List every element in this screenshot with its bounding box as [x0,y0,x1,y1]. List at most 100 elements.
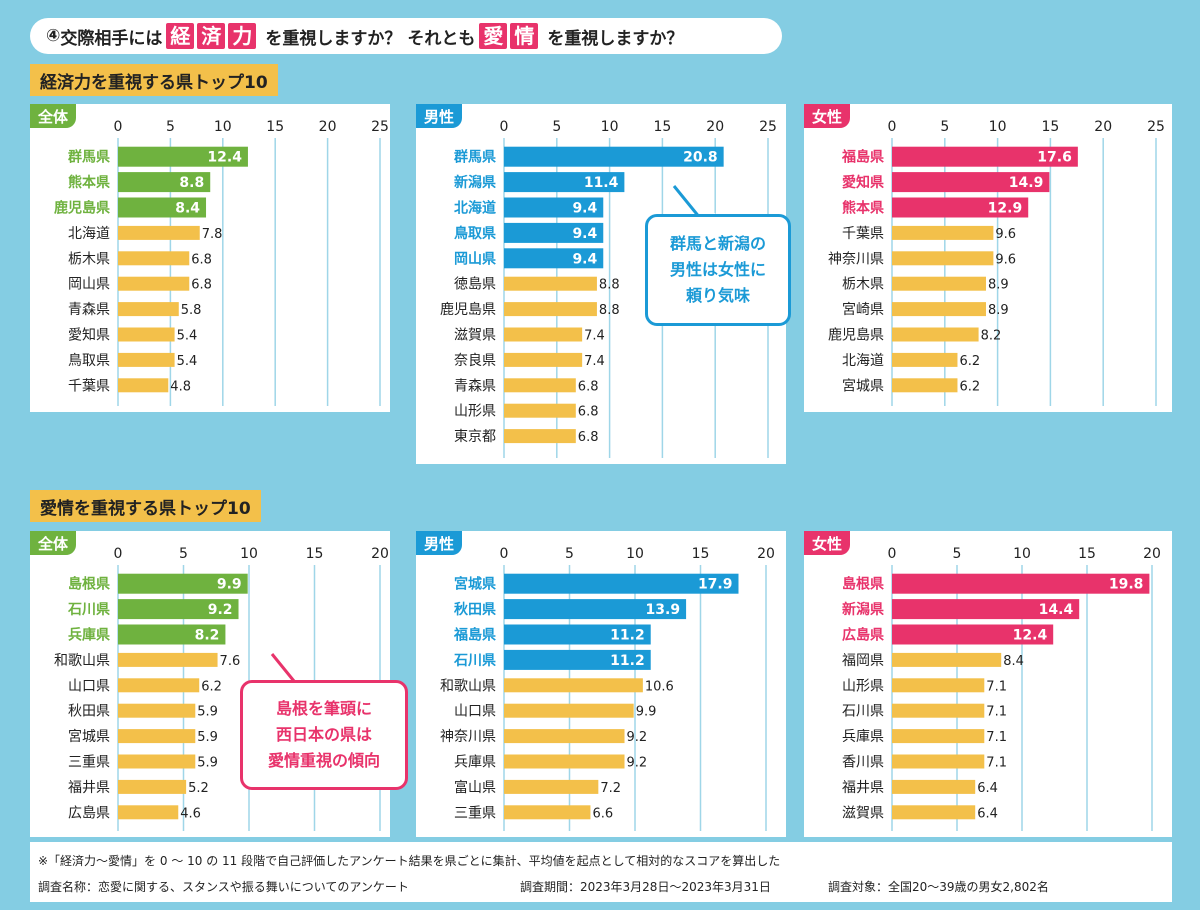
value-label: 9.4 [572,201,597,217]
survey-period: 調査期間：2023年3月28日〜2023年3月31日 [520,880,771,894]
tick-label: 20 [757,546,775,562]
value-label: 5.9 [197,730,218,745]
panel-tag: 男性 [416,531,463,555]
category-label: 鹿児島県 [828,327,884,344]
bar [504,146,724,167]
value-label: 5.2 [188,781,209,796]
value-label: 6.4 [977,806,998,821]
bar-chart-love-all: 0 5 10 15 20 島根県 9.9 石川県 9.2 兵庫県 8.2 和歌山県 7.6 山口県 6.2 秋… [54,546,389,831]
category-label: 山口県 [68,678,110,694]
panel-tag: 男性 [416,104,463,128]
category-label: 熊本県 [842,200,884,217]
value-label: 6.2 [959,354,980,369]
bar [504,678,643,693]
category-label: 鳥取県 [454,225,496,242]
value-label: 13.9 [646,602,681,618]
value-label: 4.8 [170,379,191,394]
bar [892,599,1080,620]
category-label: 広島県 [68,805,110,821]
category-label: 島根県 [842,576,884,593]
value-label: 9.9 [636,705,657,720]
tick-label: 20 [371,546,389,562]
tick-label: 10 [626,546,644,562]
question-text-1: 交際相手には [60,28,163,49]
tick-label: 20 [1094,119,1112,135]
bar [504,573,739,594]
note-all-love: 島根を筆頭に 西日本の県は 愛情重視の傾向 [240,680,408,790]
value-label: 9.6 [995,227,1016,242]
keyword-char: 愛 [479,23,508,49]
category-label: 山口県 [454,704,496,720]
category-label: 滋賀県 [842,805,884,821]
bar [504,276,597,291]
category-label: 鳥取県 [68,353,110,369]
category-label: 山形県 [842,678,884,694]
bar [118,225,200,240]
value-label: 8.9 [988,278,1009,293]
category-label: 福島県 [453,627,496,644]
bar [118,729,196,744]
tick-label: 10 [601,119,619,135]
value-label: 8.4 [175,201,200,217]
bar [892,779,976,794]
bar [118,779,187,794]
bar [892,251,994,266]
category-label: 石川県 [453,653,496,669]
value-label: 9.2 [627,730,648,745]
tick-label: 10 [1013,546,1031,562]
keyword-char: 情 [510,23,539,49]
tick-label: 5 [565,546,574,562]
category-label: 滋賀県 [454,328,496,344]
category-label: 千葉県 [842,226,884,242]
category-label: 和歌山県 [54,653,110,669]
value-label: 9.9 [217,577,242,593]
value-label: 6.4 [977,781,998,796]
value-label: 8.8 [599,278,620,293]
value-label: 7.4 [584,329,605,344]
bar [504,222,604,243]
value-label: 5.9 [197,756,218,771]
category-label: 山形県 [454,404,496,420]
category-label: 愛知県 [68,327,110,344]
value-label: 6.8 [578,430,599,445]
category-label: 群馬県 [67,149,110,166]
bar-chart-love-male: 0 5 10 15 20 宮城県 17.9 秋田県 13.9 福島県 11.2 石川県 11.2 和歌山県… [440,546,775,831]
value-label: 8.8 [599,303,620,318]
tick-label: 15 [306,546,324,562]
chart-panel-love-female: 0 5 10 15 20 島根県 19.8 新潟県 14.4 広島県 12.4 福岡県 8.4 山形県 7.… [804,531,1172,837]
category-label: 東京都 [454,429,496,445]
bar [118,805,179,820]
bar [504,754,625,769]
category-label: 和歌山県 [440,678,496,694]
bar [504,624,651,645]
category-label: 宮城県 [454,576,496,593]
category-label: 石川県 [842,704,884,720]
bar [892,302,986,317]
value-label: 5.8 [181,303,202,318]
bar [504,403,576,418]
value-label: 8.8 [179,175,204,191]
value-label: 17.6 [1037,150,1072,166]
category-label: 鹿児島県 [440,301,496,318]
bar [504,729,625,744]
question-text-3: を重視しますか？ [547,28,684,49]
category-label: 香川県 [842,755,884,771]
value-label: 7.6 [220,654,241,669]
bar-chart-economy-female: 0 5 10 15 20 25 福島県 17.6 愛知県 14.9 熊本県 12.9 千葉県 9.6 神奈川… [828,119,1165,406]
bar [118,573,248,594]
category-label: 石川県 [67,602,110,618]
category-label: 宮城県 [842,378,884,394]
category-label: 鹿児島県 [53,200,110,217]
tick-label: 0 [500,119,509,135]
category-label: 栃木県 [68,251,110,267]
bar [118,197,207,218]
bar [892,327,979,342]
value-label: 12.9 [988,201,1023,217]
survey-target: 調査対象：全国20〜39歳の男女2,802名 [828,880,1049,894]
category-label: 兵庫県 [68,627,110,644]
bar [892,678,985,693]
question-title: ④ 交際相手には 経 済 力 を重視しますか？ それとも 愛 情 を重視しますか… [30,18,782,54]
panel-tag: 全体 [30,104,77,128]
note-male-economy: 群馬と新潟の 男性は女性に 頼り気味 [645,214,791,326]
value-label: 17.9 [698,577,733,593]
